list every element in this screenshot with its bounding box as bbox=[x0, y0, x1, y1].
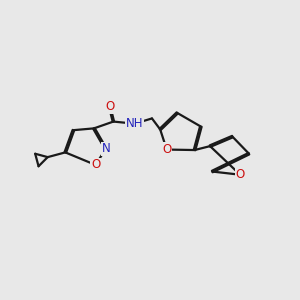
Text: N: N bbox=[101, 142, 110, 155]
Text: O: O bbox=[91, 158, 100, 171]
Text: O: O bbox=[162, 143, 171, 156]
Text: O: O bbox=[105, 100, 114, 113]
Text: NH: NH bbox=[126, 117, 143, 130]
Text: O: O bbox=[236, 168, 245, 181]
